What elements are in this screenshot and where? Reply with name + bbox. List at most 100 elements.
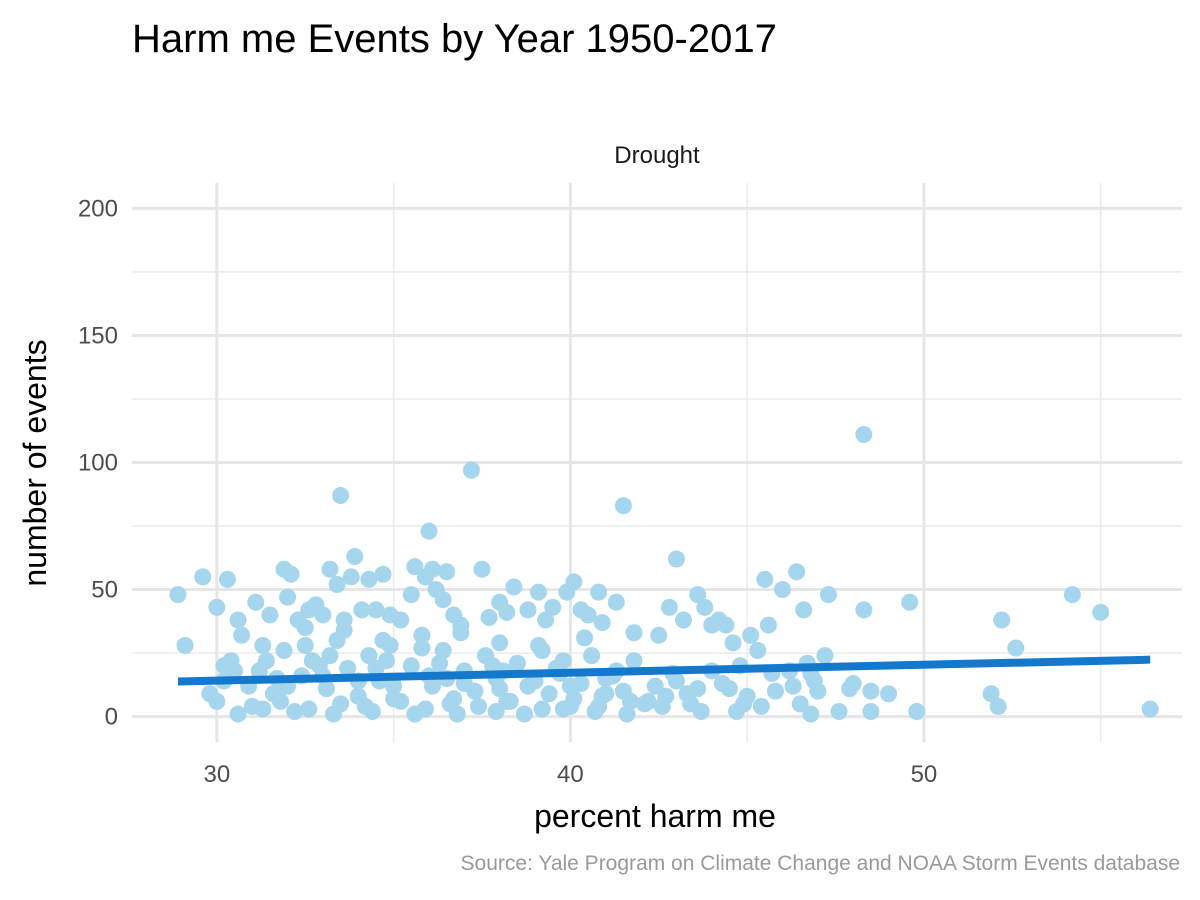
data-point — [452, 624, 470, 642]
data-point — [498, 603, 516, 621]
y-tick-label: 200 — [78, 195, 118, 222]
data-point — [738, 687, 756, 705]
data-point — [455, 675, 473, 693]
data-point — [1092, 603, 1110, 621]
data-point — [275, 642, 293, 660]
data-point — [332, 695, 350, 713]
data-point — [342, 568, 360, 586]
x-axis-title: percent harm me — [534, 798, 776, 834]
data-point — [540, 685, 558, 703]
data-point — [462, 461, 480, 479]
data-point — [385, 690, 403, 708]
data-point — [660, 598, 678, 616]
data-point — [625, 624, 643, 642]
data-point — [1007, 639, 1025, 657]
data-point — [282, 565, 300, 583]
data-point — [353, 601, 371, 619]
data-point — [286, 703, 304, 721]
data-point — [590, 583, 608, 601]
data-point — [862, 682, 880, 700]
data-point — [438, 563, 456, 581]
y-tick-label: 150 — [78, 322, 118, 349]
data-point — [491, 680, 509, 698]
data-point — [583, 647, 601, 665]
data-point — [469, 697, 487, 715]
data-point — [406, 558, 424, 576]
data-point — [346, 548, 364, 566]
data-point — [561, 677, 579, 695]
data-point — [515, 705, 533, 723]
data-point — [271, 692, 289, 710]
data-point — [565, 573, 583, 591]
scatter-points — [169, 426, 1159, 723]
data-point — [321, 647, 339, 665]
data-point — [752, 697, 770, 715]
data-point — [424, 560, 442, 578]
y-tick-label: 100 — [78, 450, 118, 477]
facet-strip-label: Drought — [614, 142, 700, 169]
data-point — [533, 700, 551, 718]
x-tick-label: 50 — [911, 761, 938, 788]
data-point — [257, 652, 275, 670]
data-point — [378, 652, 396, 670]
data-point — [636, 695, 654, 713]
data-point — [576, 629, 594, 647]
data-point — [650, 626, 668, 644]
data-point — [533, 642, 551, 660]
data-point — [441, 695, 459, 713]
data-point — [554, 652, 572, 670]
x-axis-tick-labels: 30 40 50 — [203, 761, 937, 788]
y-axis-tick-labels: 0 50 100 150 200 — [78, 195, 118, 730]
data-point — [989, 697, 1007, 715]
data-point — [374, 565, 392, 583]
data-point — [385, 677, 403, 695]
data-point — [367, 601, 385, 619]
data-point — [505, 578, 523, 596]
data-point — [360, 647, 378, 665]
data-point — [229, 611, 247, 629]
x-tick-label: 40 — [557, 761, 584, 788]
data-point — [579, 606, 597, 624]
data-point — [795, 601, 813, 619]
chart-title: Harm me Events by Year 1950-2017 — [132, 17, 777, 61]
trend-line-group — [177, 655, 1151, 686]
data-point — [416, 700, 434, 718]
data-point — [169, 586, 187, 604]
data-point — [233, 626, 251, 644]
data-point — [402, 657, 420, 675]
data-point — [717, 616, 735, 634]
data-point — [201, 685, 219, 703]
data-point — [300, 700, 318, 718]
data-point — [296, 619, 314, 637]
major-gridlines — [132, 183, 1182, 742]
data-point — [247, 593, 265, 611]
data-point — [841, 680, 859, 698]
data-point — [607, 593, 625, 611]
data-point — [508, 654, 526, 672]
data-point — [314, 606, 332, 624]
y-axis-title: number of events — [17, 339, 53, 586]
data-point — [724, 634, 742, 652]
data-point — [356, 697, 374, 715]
data-point — [982, 685, 1000, 703]
data-point — [791, 695, 809, 713]
data-point — [908, 703, 926, 721]
data-point — [261, 606, 279, 624]
data-point — [420, 522, 438, 540]
data-point — [487, 703, 505, 721]
data-point — [830, 703, 848, 721]
data-point — [501, 692, 519, 710]
data-point — [208, 598, 226, 616]
data-point — [279, 588, 297, 606]
data-point — [819, 586, 837, 604]
data-point — [593, 614, 611, 632]
data-point — [229, 705, 247, 723]
data-point — [788, 563, 806, 581]
data-point — [374, 631, 392, 649]
data-point — [802, 705, 820, 723]
data-point — [646, 677, 664, 695]
data-point — [296, 636, 314, 654]
data-point — [759, 616, 777, 634]
data-point — [766, 682, 784, 700]
